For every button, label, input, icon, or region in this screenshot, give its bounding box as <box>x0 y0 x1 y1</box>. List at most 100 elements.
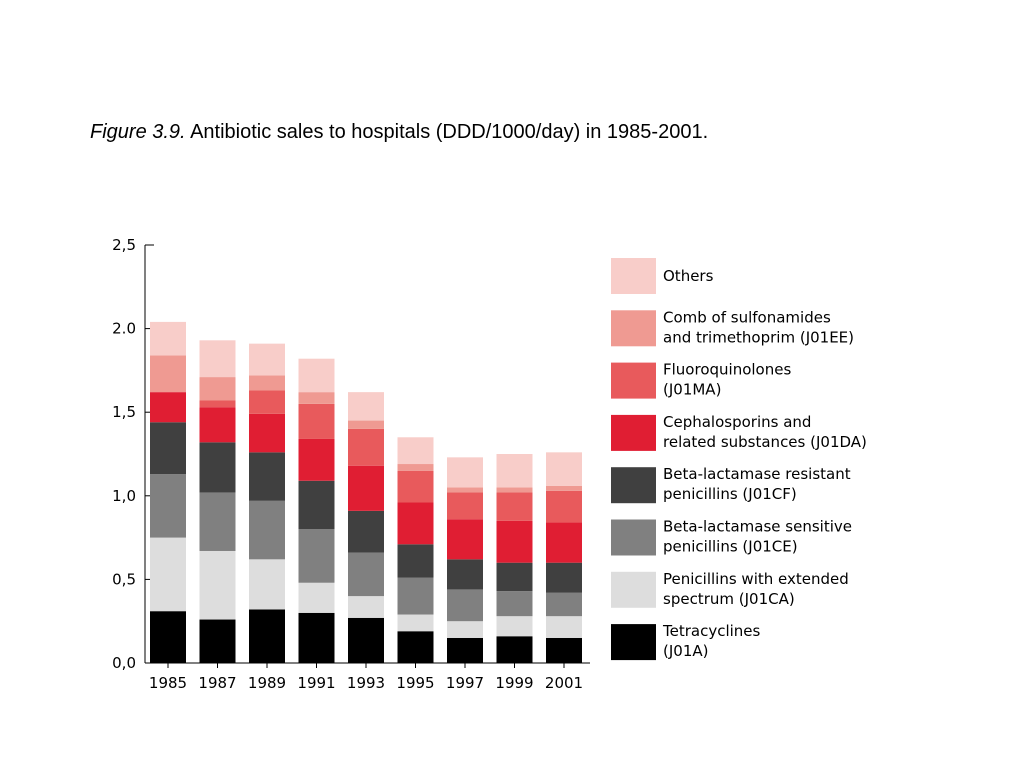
caption-text: Antibiotic sales to hospitals (DDD/1000/… <box>190 121 709 143</box>
bar-segment <box>249 413 285 453</box>
bar-segment <box>150 537 186 612</box>
bar-segment <box>298 403 335 439</box>
bar-segment <box>199 377 236 401</box>
legend: Others Comb of sulfonamides and trimethopr… <box>611 258 867 661</box>
bar-segment <box>397 464 434 471</box>
bar-segment <box>447 487 483 493</box>
bar-segment <box>397 437 434 465</box>
bar-segment <box>496 454 533 488</box>
bars <box>150 321 582 663</box>
bar-segment <box>348 552 384 597</box>
bar-segment <box>199 400 236 408</box>
bar-segment <box>496 616 533 637</box>
bar-segment <box>397 544 434 578</box>
bar-segment <box>199 619 236 663</box>
x-tick-label: 1995 <box>396 674 434 692</box>
legend-label: Fluoroquinolones <box>663 361 791 379</box>
legend-label: Comb of sulfonamides <box>663 308 831 326</box>
legend-label: (J01A) <box>663 642 708 660</box>
figure-caption: Figure 3.9. Antibiotic sales to hospital… <box>90 121 708 144</box>
bar-segment <box>348 465 384 511</box>
y-tick-label: 2.0 <box>112 320 136 338</box>
bar-segment <box>496 636 533 663</box>
bar-segment <box>496 487 533 493</box>
bar-segment <box>298 438 335 481</box>
bar-segment <box>496 492 533 521</box>
bar-segment <box>249 375 285 391</box>
bar-segment <box>249 343 285 376</box>
legend-swatch <box>611 467 656 504</box>
x-tick-label: 1985 <box>149 674 187 692</box>
bar-segment <box>249 452 285 501</box>
legend-label: Beta-lactamase sensitive <box>663 518 852 536</box>
bar-segment <box>150 321 186 356</box>
bar-segment <box>546 452 582 486</box>
bar-segment <box>546 490 582 523</box>
bar-segment <box>546 522 582 563</box>
bar-segment <box>150 422 186 475</box>
bar-segment <box>298 392 335 404</box>
legend-swatch <box>611 362 656 399</box>
bar-segment <box>348 596 384 618</box>
x-tick-labels: 1985 1987 1989 1991 1993 1995 1997 1999 2001 <box>149 674 583 692</box>
bar-segment <box>298 529 335 583</box>
bar-segment <box>199 442 236 493</box>
bar-segment <box>546 616 582 638</box>
bar-segment <box>249 559 285 610</box>
bar-segment <box>150 611 186 663</box>
bar-segment <box>397 631 434 663</box>
legend-label: Others <box>663 267 714 285</box>
bar-segment <box>447 519 483 560</box>
bar-segment <box>546 592 582 617</box>
bar-segment <box>447 457 483 488</box>
bar-segment <box>150 355 186 393</box>
bar-segment <box>199 550 236 620</box>
y-tick-label: 1,0 <box>112 487 136 505</box>
legend-swatch <box>611 571 656 608</box>
bar-segment <box>249 609 285 663</box>
legend-swatch <box>611 310 656 347</box>
legend-swatch <box>611 258 656 294</box>
legend-swatch <box>611 414 656 451</box>
legend-label: Beta-lactamase resistant <box>663 465 851 483</box>
bar-segment <box>348 510 384 553</box>
bar-segment <box>496 520 533 563</box>
y-tick-labels: 0,0 0,5 1,0 1,5 2.0 2,5 <box>112 236 136 672</box>
legend-label: penicillins (J01CE) <box>663 538 798 556</box>
bar-segment <box>496 562 533 592</box>
bar-segment <box>249 390 285 414</box>
bar-segment <box>447 559 483 590</box>
bar-segment <box>397 614 434 632</box>
legend-label: spectrum (J01CA) <box>663 590 795 608</box>
legend-label: (J01MA) <box>663 381 721 399</box>
bar-segment <box>348 428 384 466</box>
bar-segment <box>348 420 384 429</box>
bar-segment <box>348 392 384 421</box>
figure-label: Figure 3.9. <box>90 121 186 143</box>
legend-swatch <box>611 624 656 661</box>
y-tick-label: 1,5 <box>112 403 136 421</box>
x-tick-label: 2001 <box>545 674 583 692</box>
x-tick-label: 1989 <box>248 674 286 692</box>
x-tick-label: 1991 <box>297 674 335 692</box>
x-tick-label: 1993 <box>347 674 385 692</box>
bar-segment <box>546 637 582 663</box>
legend-label: related substances (J01DA) <box>663 433 867 451</box>
legend-label: Tetracyclines <box>662 622 761 640</box>
y-tick-label: 0,5 <box>112 570 136 588</box>
legend-label: and trimethoprim (J01EE) <box>663 328 854 346</box>
y-tick-label: 0,0 <box>112 654 136 672</box>
bar-segment <box>298 480 335 530</box>
bar-segment <box>199 407 236 443</box>
bar-segment <box>298 358 335 393</box>
bar-segment <box>496 591 533 617</box>
legend-label: Penicillins with extended <box>663 570 849 588</box>
legend-label: penicillins (J01CF) <box>663 485 797 503</box>
x-tick-label: 1999 <box>495 674 533 692</box>
bar-segment <box>447 637 483 663</box>
bar-segment <box>447 621 483 638</box>
x-tick-label: 1997 <box>446 674 484 692</box>
bar-segment <box>348 617 384 663</box>
bar-segment <box>199 340 236 378</box>
